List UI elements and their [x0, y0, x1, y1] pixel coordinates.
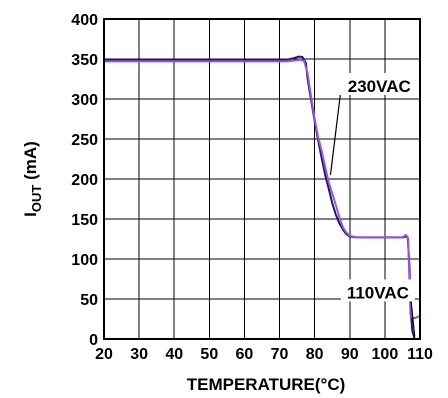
y-axis-title: IOUT (mA) — [21, 141, 44, 217]
x-tick-label-20: 20 — [95, 346, 113, 363]
x-axis-title: TEMPERATURE(°C) — [187, 375, 346, 394]
x-tick-label-60: 60 — [236, 346, 254, 363]
x-tick-label-80: 80 — [306, 346, 324, 363]
y-axis-title-suffix: (mA) — [21, 141, 40, 184]
x-tick-label-100: 100 — [372, 346, 399, 363]
y-axis-title-subscript: OUT — [29, 185, 44, 213]
x-tick-label-70: 70 — [271, 346, 289, 363]
annotation-layer: 230VAC 110VAC — [329, 73, 417, 337]
y-tick-label-350: 350 — [71, 52, 98, 69]
x-tick-label-90: 90 — [341, 346, 359, 363]
x-tick-label-110: 110 — [407, 346, 433, 363]
x-tick-label-30: 30 — [130, 346, 148, 363]
annotation-bg-230 — [342, 73, 417, 95]
y-tick-label-50: 50 — [80, 292, 98, 309]
annotation-bg-110 — [340, 279, 415, 302]
series-line-110VAC — [104, 55, 416, 339]
annotation-label-110: 110VAC — [347, 283, 409, 302]
x-tick-labels: 20 30 40 50 60 70 80 90 100 110 — [95, 346, 433, 363]
y-axis-title-prefix: I — [21, 212, 40, 217]
y-tick-label-100: 100 — [71, 252, 98, 269]
y-tick-label-0: 0 — [89, 332, 98, 349]
y-tick-label-250: 250 — [71, 132, 98, 149]
x-tick-label-50: 50 — [200, 346, 218, 363]
plot-frame — [103, 18, 421, 340]
y-tick-label-300: 300 — [71, 92, 98, 109]
annotation-label-230: 230VAC — [348, 77, 411, 96]
y-tick-label-400: 400 — [71, 12, 98, 29]
annotation-leader-230 — [329, 94, 341, 176]
y-tick-labels: 0 50 100 150 200 250 300 350 400 — [71, 12, 98, 349]
y-tick-label-200: 200 — [71, 172, 98, 189]
y-tick-label-150: 150 — [71, 212, 98, 229]
x-tick-label-40: 40 — [165, 346, 183, 363]
annotation-leader-110 — [410, 299, 416, 337]
